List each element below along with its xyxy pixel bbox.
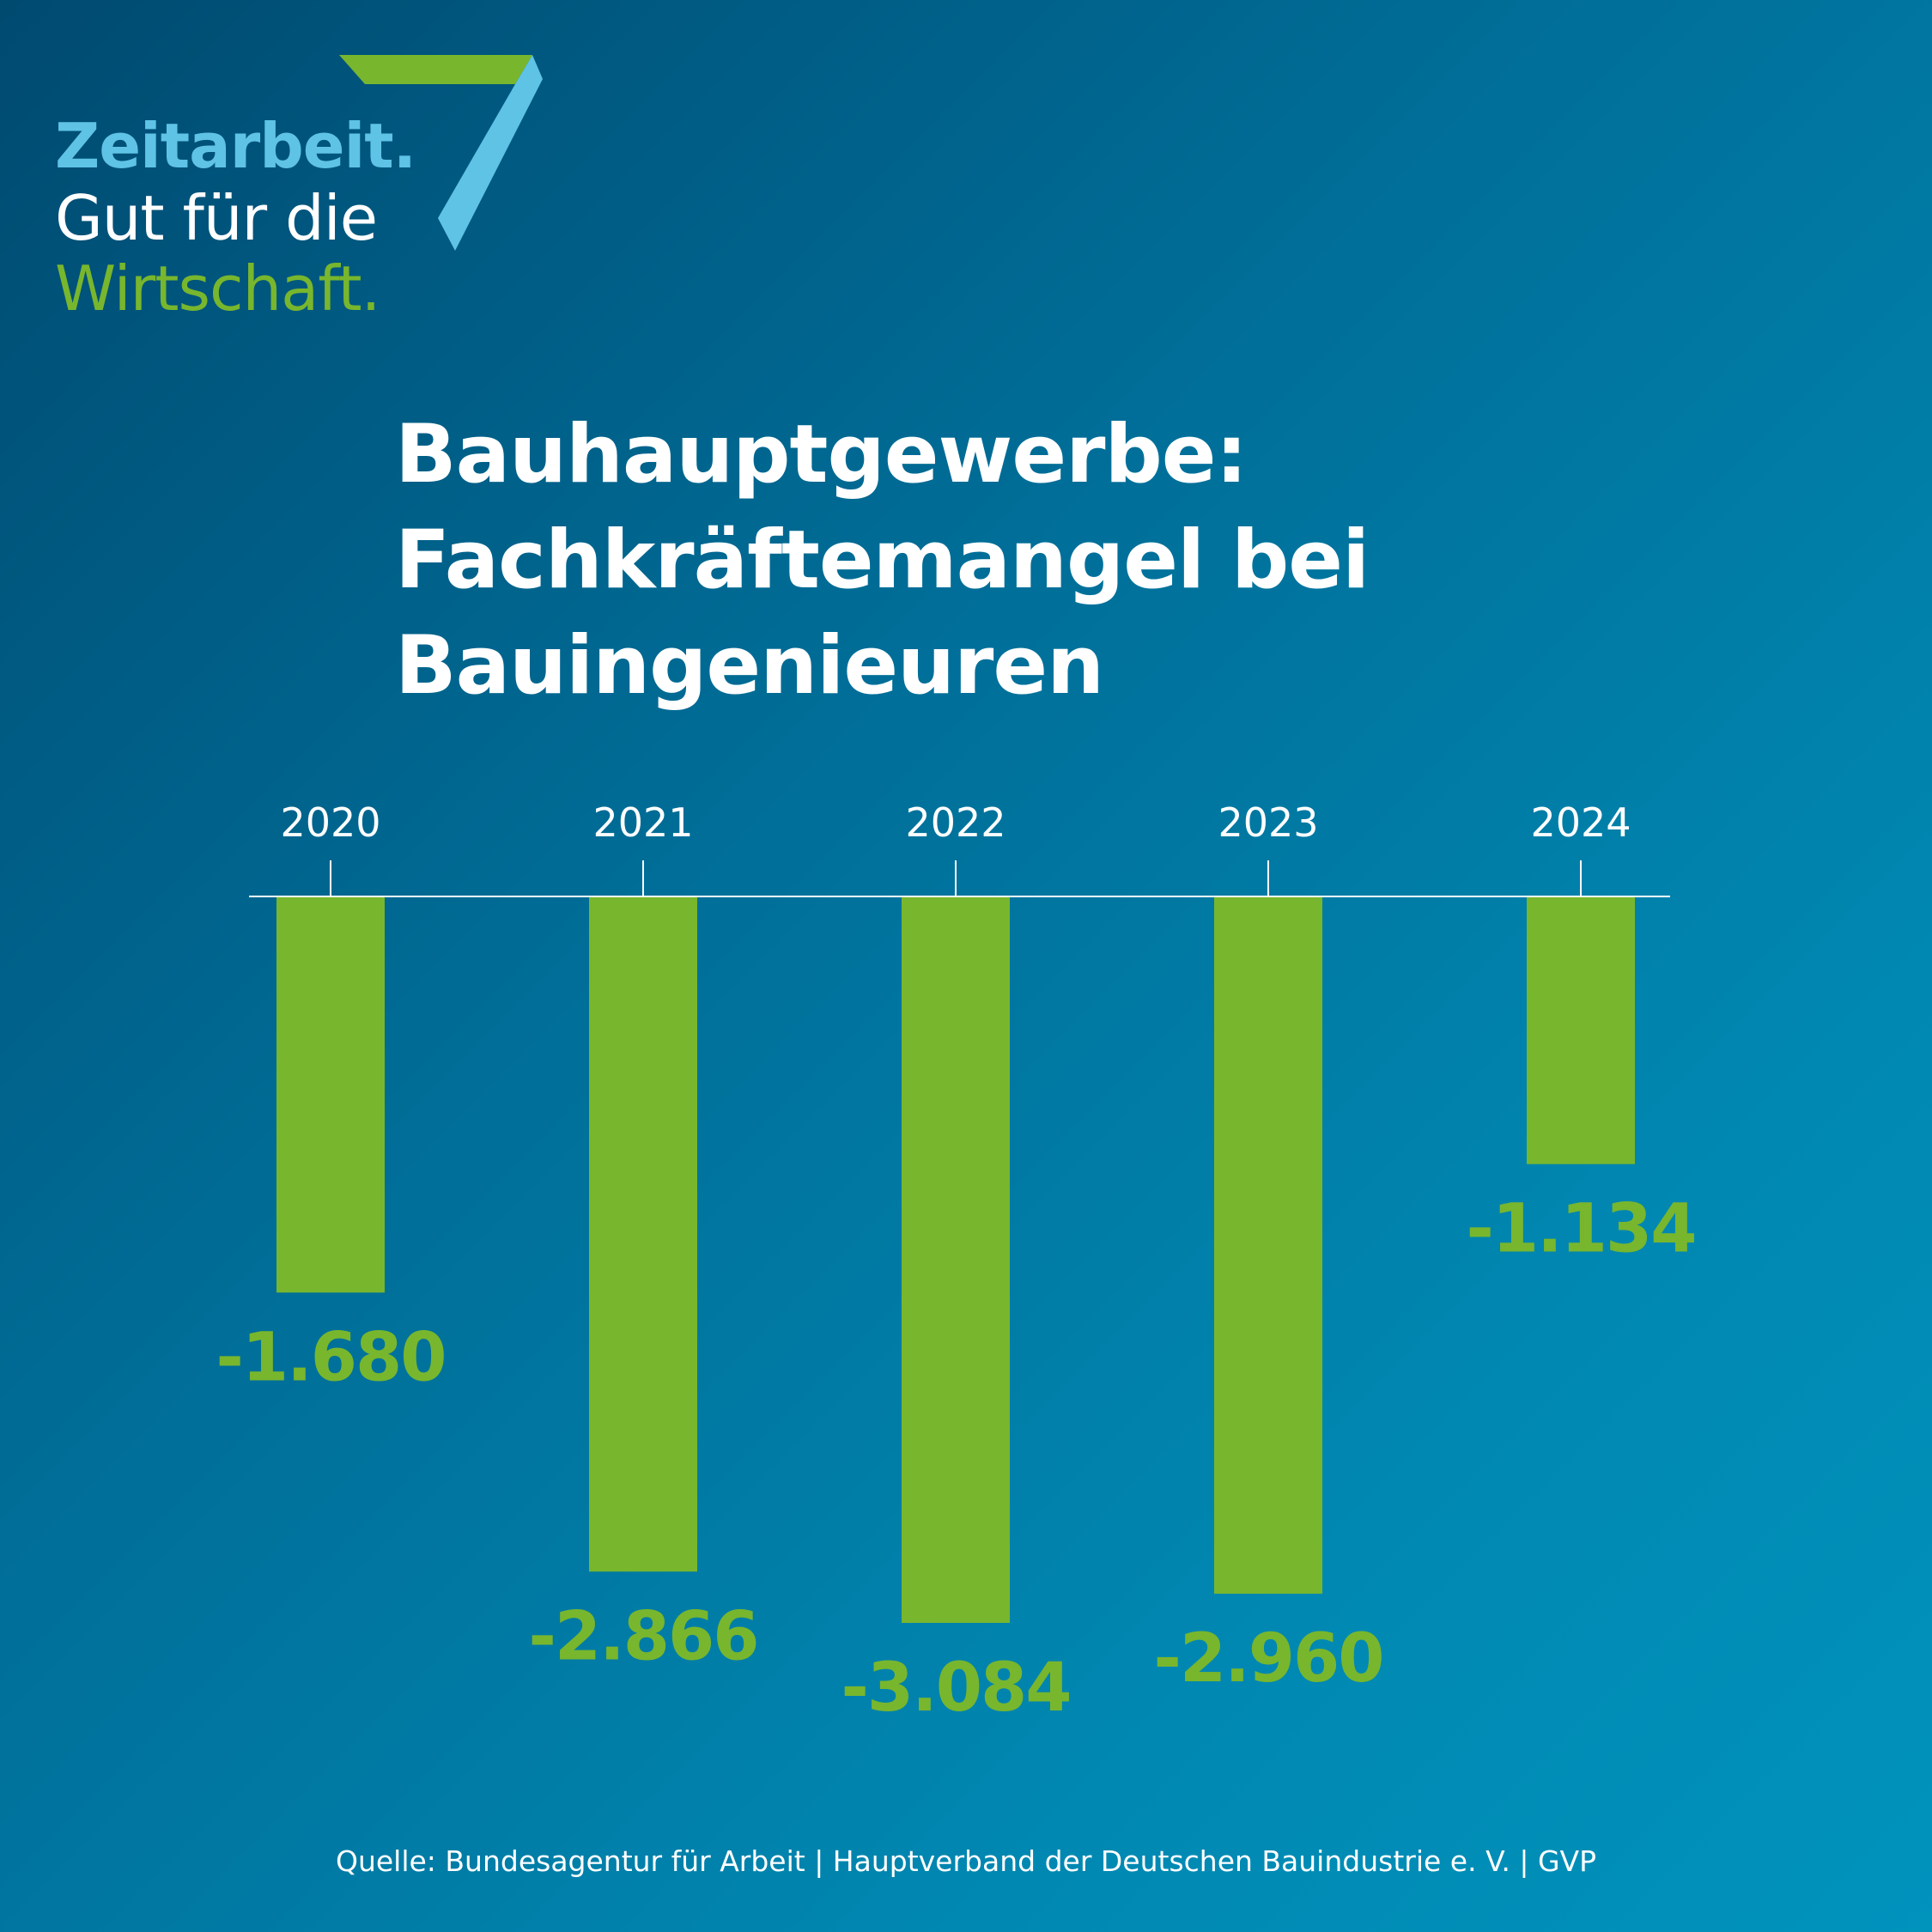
- title-line-1: Bauhauptgewerbe:: [395, 408, 1248, 501]
- tick-label-2021: 2021: [592, 799, 693, 846]
- tick-label-2020: 2020: [280, 799, 380, 846]
- title-line-3: Bauingenieuren: [395, 619, 1104, 713]
- data-label-2022: -3.084: [841, 1649, 1070, 1727]
- bar-2024: [1527, 897, 1635, 1164]
- bar-2023: [1214, 897, 1322, 1595]
- title-line-2: Fachkräftemangel bei: [395, 513, 1370, 607]
- tick-label-2022: 2022: [905, 799, 1005, 846]
- seven-mark-icon: [339, 55, 543, 251]
- data-label-2024: -1.134: [1466, 1191, 1695, 1268]
- logo-line-gut-fuer-die: Gut für die: [55, 182, 378, 254]
- bar-2021: [589, 897, 697, 1572]
- logo-line-zeitarbeit: Zeitarbeit.: [55, 110, 416, 182]
- tick-label-2023: 2023: [1218, 799, 1318, 846]
- bar-2020: [276, 897, 385, 1293]
- chart-title: Bauhauptgewerbe: Fachkräftemangel bei Ba…: [395, 402, 1370, 719]
- data-label-2020: -1.680: [216, 1319, 445, 1396]
- tick-label-2024: 2024: [1530, 799, 1631, 846]
- source-note: Quelle: Bundesagentur für Arbeit | Haupt…: [335, 1844, 1597, 1878]
- data-label-2023: -2.960: [1153, 1620, 1382, 1698]
- logo: Zeitarbeit. Gut für die Wirtschaft.: [0, 0, 601, 343]
- bar-2022: [902, 897, 1010, 1623]
- data-label-2021: -2.866: [528, 1598, 757, 1675]
- logo-line-wirtschaft: Wirtschaft.: [55, 252, 380, 325]
